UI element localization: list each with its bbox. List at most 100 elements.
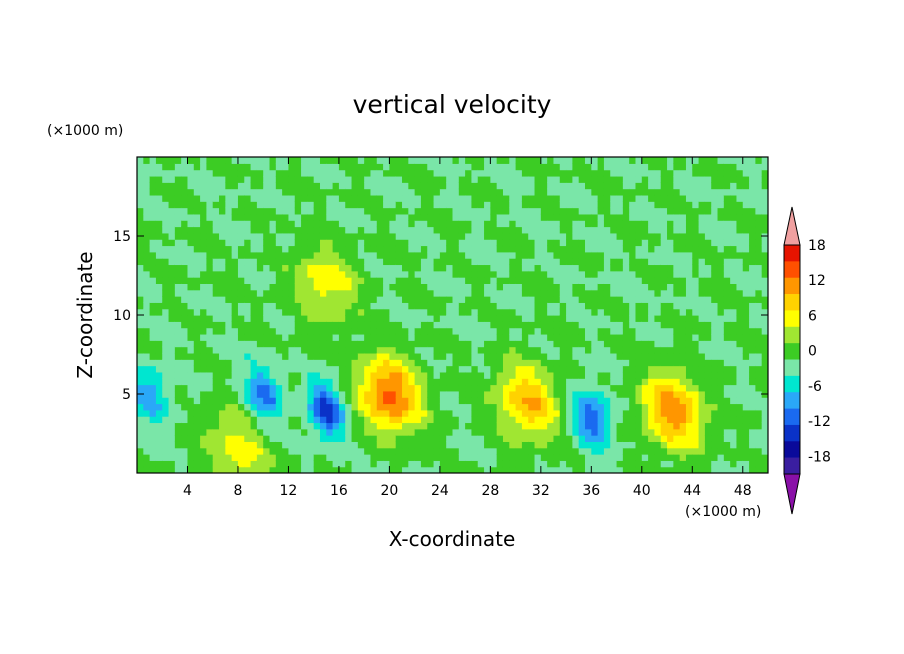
field-cell	[301, 359, 308, 367]
field-cell	[477, 441, 485, 449]
field-cell	[212, 340, 220, 348]
field-cell	[376, 239, 384, 247]
field-cell	[730, 378, 738, 386]
field-cell	[439, 220, 447, 228]
field-cell	[654, 403, 662, 411]
field-cell	[155, 321, 163, 329]
field-cell	[282, 277, 290, 284]
field-cell	[534, 435, 542, 442]
field-cell	[660, 352, 668, 360]
field-cell	[357, 321, 365, 329]
field-cell	[244, 454, 252, 461]
field-cell	[408, 359, 416, 367]
field-cell	[395, 435, 403, 442]
field-cell	[585, 466, 592, 473]
field-cell	[679, 175, 687, 183]
field-cell	[641, 213, 649, 221]
field-cell	[137, 258, 144, 266]
field-cell	[244, 403, 252, 411]
field-cell	[673, 352, 681, 360]
field-cell	[225, 460, 233, 468]
field-cell	[502, 371, 510, 379]
field-cell	[685, 182, 693, 190]
field-cell	[685, 441, 693, 449]
field-cell	[250, 239, 258, 247]
field-cell	[313, 422, 321, 430]
field-cell	[250, 340, 258, 348]
field-cell	[275, 327, 283, 335]
field-cell	[307, 441, 315, 449]
field-cell	[155, 428, 163, 436]
field-cell	[559, 270, 567, 278]
field-cell	[635, 207, 643, 215]
field-cell	[420, 315, 428, 322]
field-cell	[610, 384, 618, 392]
field-cell	[193, 346, 201, 354]
field-cell	[395, 466, 403, 473]
field-cell	[376, 308, 384, 316]
field-cell	[534, 239, 542, 247]
field-cell	[515, 251, 523, 259]
field-cell	[420, 264, 428, 272]
field-cell	[452, 346, 460, 354]
field-cell	[376, 454, 384, 461]
field-cell	[370, 194, 378, 202]
field-cell	[345, 466, 353, 473]
field-cell	[540, 258, 548, 266]
field-cell	[219, 454, 226, 461]
field-cell	[484, 207, 491, 215]
field-cell	[566, 175, 573, 183]
field-cell	[654, 182, 662, 190]
field-cell	[206, 239, 214, 247]
field-cell	[585, 352, 592, 360]
field-cell	[376, 409, 384, 417]
field-cell	[521, 321, 529, 329]
field-cell	[370, 169, 378, 177]
field-cell	[477, 371, 485, 379]
field-cell	[635, 258, 643, 266]
field-cell	[313, 251, 321, 259]
field-cell	[477, 346, 485, 354]
field-cell	[528, 447, 536, 455]
field-cell	[439, 245, 447, 253]
field-cell	[749, 239, 756, 247]
field-cell	[313, 333, 321, 341]
field-cell	[439, 422, 447, 430]
field-cell	[162, 308, 170, 316]
field-cell	[389, 182, 397, 190]
field-cell	[755, 296, 763, 303]
field-cell	[357, 175, 365, 183]
field-cell	[212, 397, 220, 405]
field-cell	[137, 194, 144, 202]
field-cell	[679, 220, 687, 228]
field-cell	[206, 454, 214, 461]
field-cell	[648, 169, 656, 177]
field-cell	[351, 333, 359, 341]
field-cell	[648, 454, 656, 461]
field-cell	[282, 245, 290, 253]
field-cell	[193, 207, 201, 215]
field-cell	[553, 435, 561, 442]
field-cell	[370, 390, 378, 398]
field-cell	[326, 251, 334, 259]
field-cell	[263, 169, 271, 177]
field-cell	[200, 169, 208, 177]
field-cell	[439, 302, 447, 310]
field-cell	[395, 232, 403, 240]
field-cell	[591, 365, 599, 373]
field-cell	[149, 163, 157, 171]
field-cell	[282, 226, 290, 234]
field-cell	[540, 397, 548, 405]
field-cell	[521, 213, 529, 221]
field-cell	[237, 321, 245, 329]
field-cell	[496, 447, 504, 455]
field-cell	[679, 365, 687, 373]
field-cell	[256, 258, 264, 266]
field-cell	[345, 378, 353, 386]
field-cell	[585, 270, 592, 278]
field-cell	[736, 277, 744, 284]
field-cell	[162, 296, 170, 303]
field-cell	[446, 447, 454, 455]
field-cell	[704, 321, 712, 329]
field-cell	[490, 315, 498, 322]
